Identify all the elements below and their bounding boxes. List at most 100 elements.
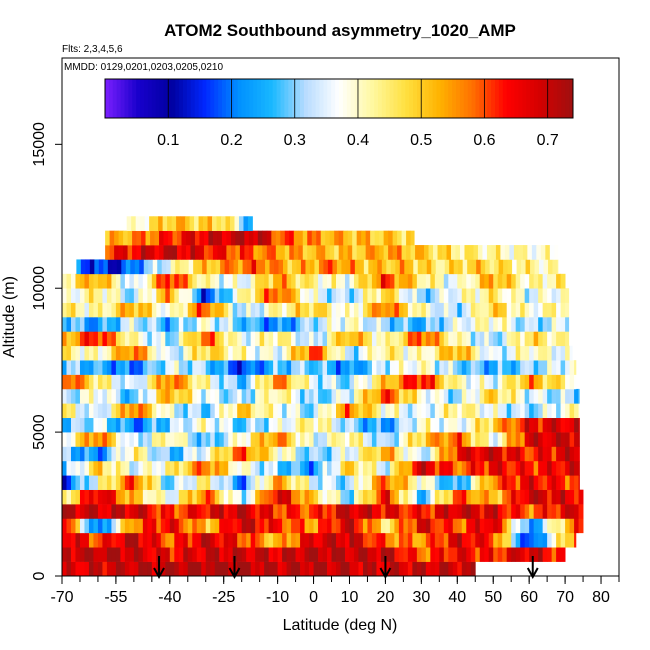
heatmap-cell — [178, 547, 184, 562]
heatmap-cell — [403, 345, 409, 361]
heatmap-cell — [506, 360, 512, 375]
heatmap-cell — [353, 547, 359, 562]
heatmap-cell — [178, 504, 184, 519]
heatmap-cell — [466, 460, 472, 476]
heatmap-cell — [318, 432, 323, 447]
heatmap-cell — [394, 489, 400, 505]
heatmap-cell — [529, 446, 535, 462]
heatmap-cell — [282, 360, 287, 375]
heatmap-cell — [142, 561, 148, 576]
heatmap-cell — [205, 489, 211, 505]
heatmap-cell — [524, 489, 530, 505]
heatmap-cell — [371, 403, 377, 419]
heatmap-cell — [210, 489, 216, 505]
heatmap-cell — [412, 417, 418, 433]
heatmap-cell — [141, 245, 146, 260]
heatmap-cell — [133, 475, 139, 490]
heatmap-cell — [124, 504, 130, 519]
heatmap-cell — [390, 259, 396, 275]
heatmap-cell — [106, 388, 112, 404]
heatmap-cell — [250, 388, 256, 404]
heatmap-cell — [565, 288, 570, 303]
heatmap-cell — [192, 460, 198, 476]
heatmap-cell — [385, 302, 391, 318]
heatmap-cell — [156, 446, 162, 462]
heatmap-cell — [210, 317, 216, 332]
heatmap-cell — [304, 446, 310, 462]
heatmap-cell — [497, 317, 503, 332]
heatmap-cell — [511, 273, 517, 289]
heatmap-cell — [160, 432, 166, 447]
heatmap-cell — [551, 302, 557, 318]
heatmap-cell — [309, 259, 315, 275]
colorbar-swatch — [206, 79, 211, 118]
heatmap-cell — [165, 489, 171, 505]
heatmap-cell — [421, 489, 427, 505]
heatmap-cell — [466, 446, 472, 462]
heatmap-cell — [168, 230, 173, 246]
heatmap-cell — [124, 417, 130, 433]
heatmap-cell — [371, 273, 377, 289]
heatmap-cell — [97, 547, 103, 562]
heatmap-cell — [448, 518, 454, 534]
heatmap-cell — [214, 561, 220, 576]
heatmap-cell — [475, 302, 481, 318]
heatmap-cell — [151, 547, 157, 562]
heatmap-cell — [201, 489, 207, 505]
heatmap-cell — [255, 345, 261, 361]
heatmap-cell — [138, 273, 144, 289]
heatmap-cell — [223, 403, 229, 419]
heatmap-cell — [237, 403, 243, 419]
heatmap-cell — [93, 388, 99, 404]
heatmap-cell — [336, 403, 341, 419]
heatmap-cell — [79, 504, 85, 519]
heatmap-cell — [237, 288, 243, 303]
heatmap-cell — [533, 547, 539, 562]
heatmap-cell — [293, 245, 299, 260]
heatmap-cell — [451, 245, 456, 260]
heatmap-cell — [376, 345, 382, 361]
heatmap-cell — [232, 518, 238, 534]
heatmap-cell — [551, 288, 557, 303]
heatmap-cell — [538, 345, 544, 361]
heatmap-cell — [466, 302, 472, 318]
colorbar-swatch — [284, 79, 289, 118]
heatmap-cell — [434, 374, 440, 390]
heatmap-cell — [353, 288, 359, 303]
colorbar-swatch — [179, 79, 184, 118]
heatmap-cell — [174, 489, 180, 505]
heatmap-cell — [439, 475, 445, 490]
heatmap-cell — [336, 302, 341, 318]
heatmap-cell — [529, 489, 535, 505]
heatmap-cell — [70, 273, 76, 289]
heatmap-cell — [109, 245, 115, 260]
heatmap-cell — [358, 288, 364, 303]
heatmap-cell — [574, 374, 577, 390]
heatmap-cell — [75, 302, 81, 318]
heatmap-cell — [470, 547, 476, 562]
heatmap-cell — [385, 273, 391, 289]
heatmap-cell — [389, 302, 395, 318]
heatmap-cell — [466, 532, 472, 548]
heatmap-cell — [138, 331, 144, 347]
heatmap-cell — [309, 403, 314, 419]
heatmap-cell — [192, 532, 198, 548]
heatmap-cell — [421, 446, 427, 462]
heatmap-cell — [174, 374, 180, 390]
heatmap-cell — [62, 374, 67, 390]
heatmap-cell — [422, 259, 428, 275]
heatmap-cell — [520, 432, 526, 447]
heatmap-cell — [327, 561, 332, 576]
colorbar-swatch — [147, 79, 153, 118]
heatmap-cell — [124, 388, 130, 404]
heatmap-cell — [349, 432, 355, 447]
heatmap-cell — [174, 532, 180, 548]
heatmap-cell — [434, 532, 440, 548]
heatmap-cell — [219, 331, 225, 347]
heatmap-cell — [338, 245, 344, 260]
heatmap-cell — [385, 547, 391, 562]
heatmap-cell — [79, 302, 85, 318]
heatmap-cell — [327, 489, 332, 505]
heatmap-cell — [62, 518, 67, 534]
heatmap-cell — [133, 273, 139, 289]
